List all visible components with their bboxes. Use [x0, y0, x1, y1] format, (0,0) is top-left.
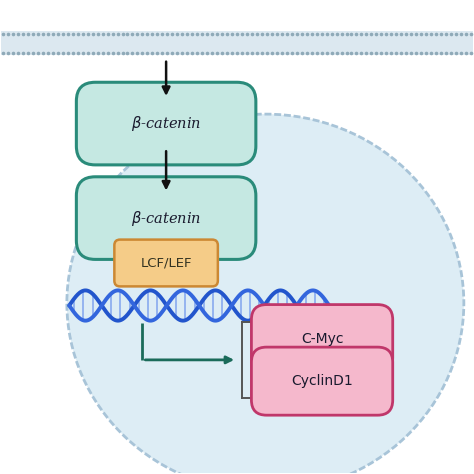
FancyBboxPatch shape: [76, 82, 256, 165]
Ellipse shape: [67, 114, 464, 474]
FancyBboxPatch shape: [76, 177, 256, 259]
FancyBboxPatch shape: [114, 239, 218, 286]
Text: CyclinD1: CyclinD1: [291, 374, 353, 388]
Text: LCF/LEF: LCF/LEF: [140, 256, 192, 270]
FancyBboxPatch shape: [251, 347, 393, 415]
Text: $\beta$-catenin: $\beta$-catenin: [131, 114, 201, 133]
FancyBboxPatch shape: [251, 305, 393, 373]
FancyBboxPatch shape: [0, 31, 474, 55]
Text: $\beta$-catenin: $\beta$-catenin: [131, 209, 201, 228]
Text: C-Myc: C-Myc: [301, 332, 343, 346]
